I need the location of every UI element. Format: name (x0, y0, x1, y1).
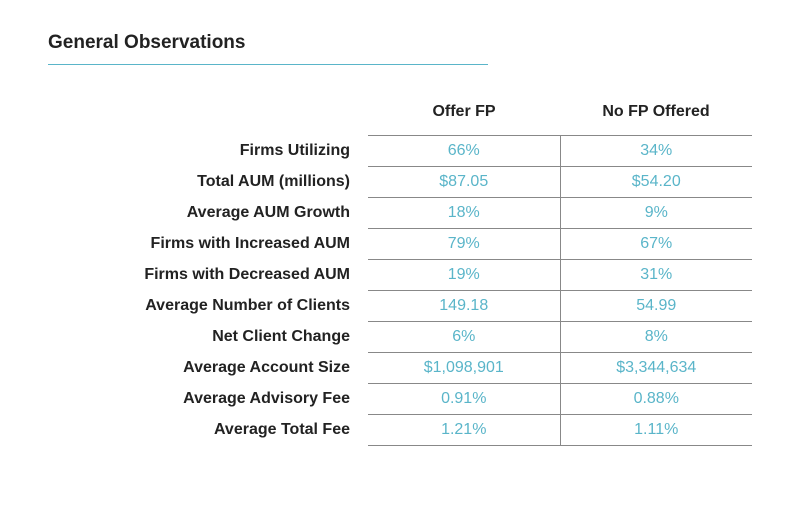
row-label: Average Total Fee (48, 415, 368, 446)
title-block: General Observations (48, 32, 752, 65)
observations-table: Offer FP No FP Offered Firms Utilizing66… (48, 95, 752, 446)
header-blank (48, 95, 368, 136)
row-value-col2: 34% (560, 136, 752, 167)
row-label: Total AUM (millions) (48, 167, 368, 198)
row-value-col2: 0.88% (560, 384, 752, 415)
table-row: Firms with Increased AUM79%67% (48, 229, 752, 260)
table-header-row: Offer FP No FP Offered (48, 95, 752, 136)
row-value-col1: 18% (368, 198, 560, 229)
header-col-2: No FP Offered (560, 95, 752, 136)
table-row: Average AUM Growth18%9% (48, 198, 752, 229)
row-value-col2: 9% (560, 198, 752, 229)
title-underline (48, 64, 488, 65)
row-value-col1: 149.18 (368, 291, 560, 322)
table-row: Average Account Size$1,098,901$3,344,634 (48, 353, 752, 384)
row-value-col2: 8% (560, 322, 752, 353)
table-row: Net Client Change6%8% (48, 322, 752, 353)
row-value-col1: 66% (368, 136, 560, 167)
row-label: Firms with Increased AUM (48, 229, 368, 260)
row-label: Net Client Change (48, 322, 368, 353)
row-label: Firms with Decreased AUM (48, 260, 368, 291)
row-value-col1: 19% (368, 260, 560, 291)
row-label: Average AUM Growth (48, 198, 368, 229)
header-col-1: Offer FP (368, 95, 560, 136)
row-value-col1: $1,098,901 (368, 353, 560, 384)
row-label: Average Advisory Fee (48, 384, 368, 415)
row-label: Average Account Size (48, 353, 368, 384)
table-row: Firms with Decreased AUM19%31% (48, 260, 752, 291)
row-value-col2: $54.20 (560, 167, 752, 198)
row-value-col1: 1.21% (368, 415, 560, 446)
table-row: Firms Utilizing66%34% (48, 136, 752, 167)
row-label: Average Number of Clients (48, 291, 368, 322)
row-value-col2: 54.99 (560, 291, 752, 322)
row-value-col1: 0.91% (368, 384, 560, 415)
row-label: Firms Utilizing (48, 136, 368, 167)
row-value-col1: 6% (368, 322, 560, 353)
row-value-col2: 67% (560, 229, 752, 260)
table-row: Total AUM (millions)$87.05$54.20 (48, 167, 752, 198)
page-title: General Observations (48, 32, 752, 64)
row-value-col2: 1.11% (560, 415, 752, 446)
row-value-col1: $87.05 (368, 167, 560, 198)
row-value-col1: 79% (368, 229, 560, 260)
row-value-col2: 31% (560, 260, 752, 291)
table-row: Average Advisory Fee0.91%0.88% (48, 384, 752, 415)
table-row: Average Total Fee1.21%1.11% (48, 415, 752, 446)
row-value-col2: $3,344,634 (560, 353, 752, 384)
table-row: Average Number of Clients149.1854.99 (48, 291, 752, 322)
